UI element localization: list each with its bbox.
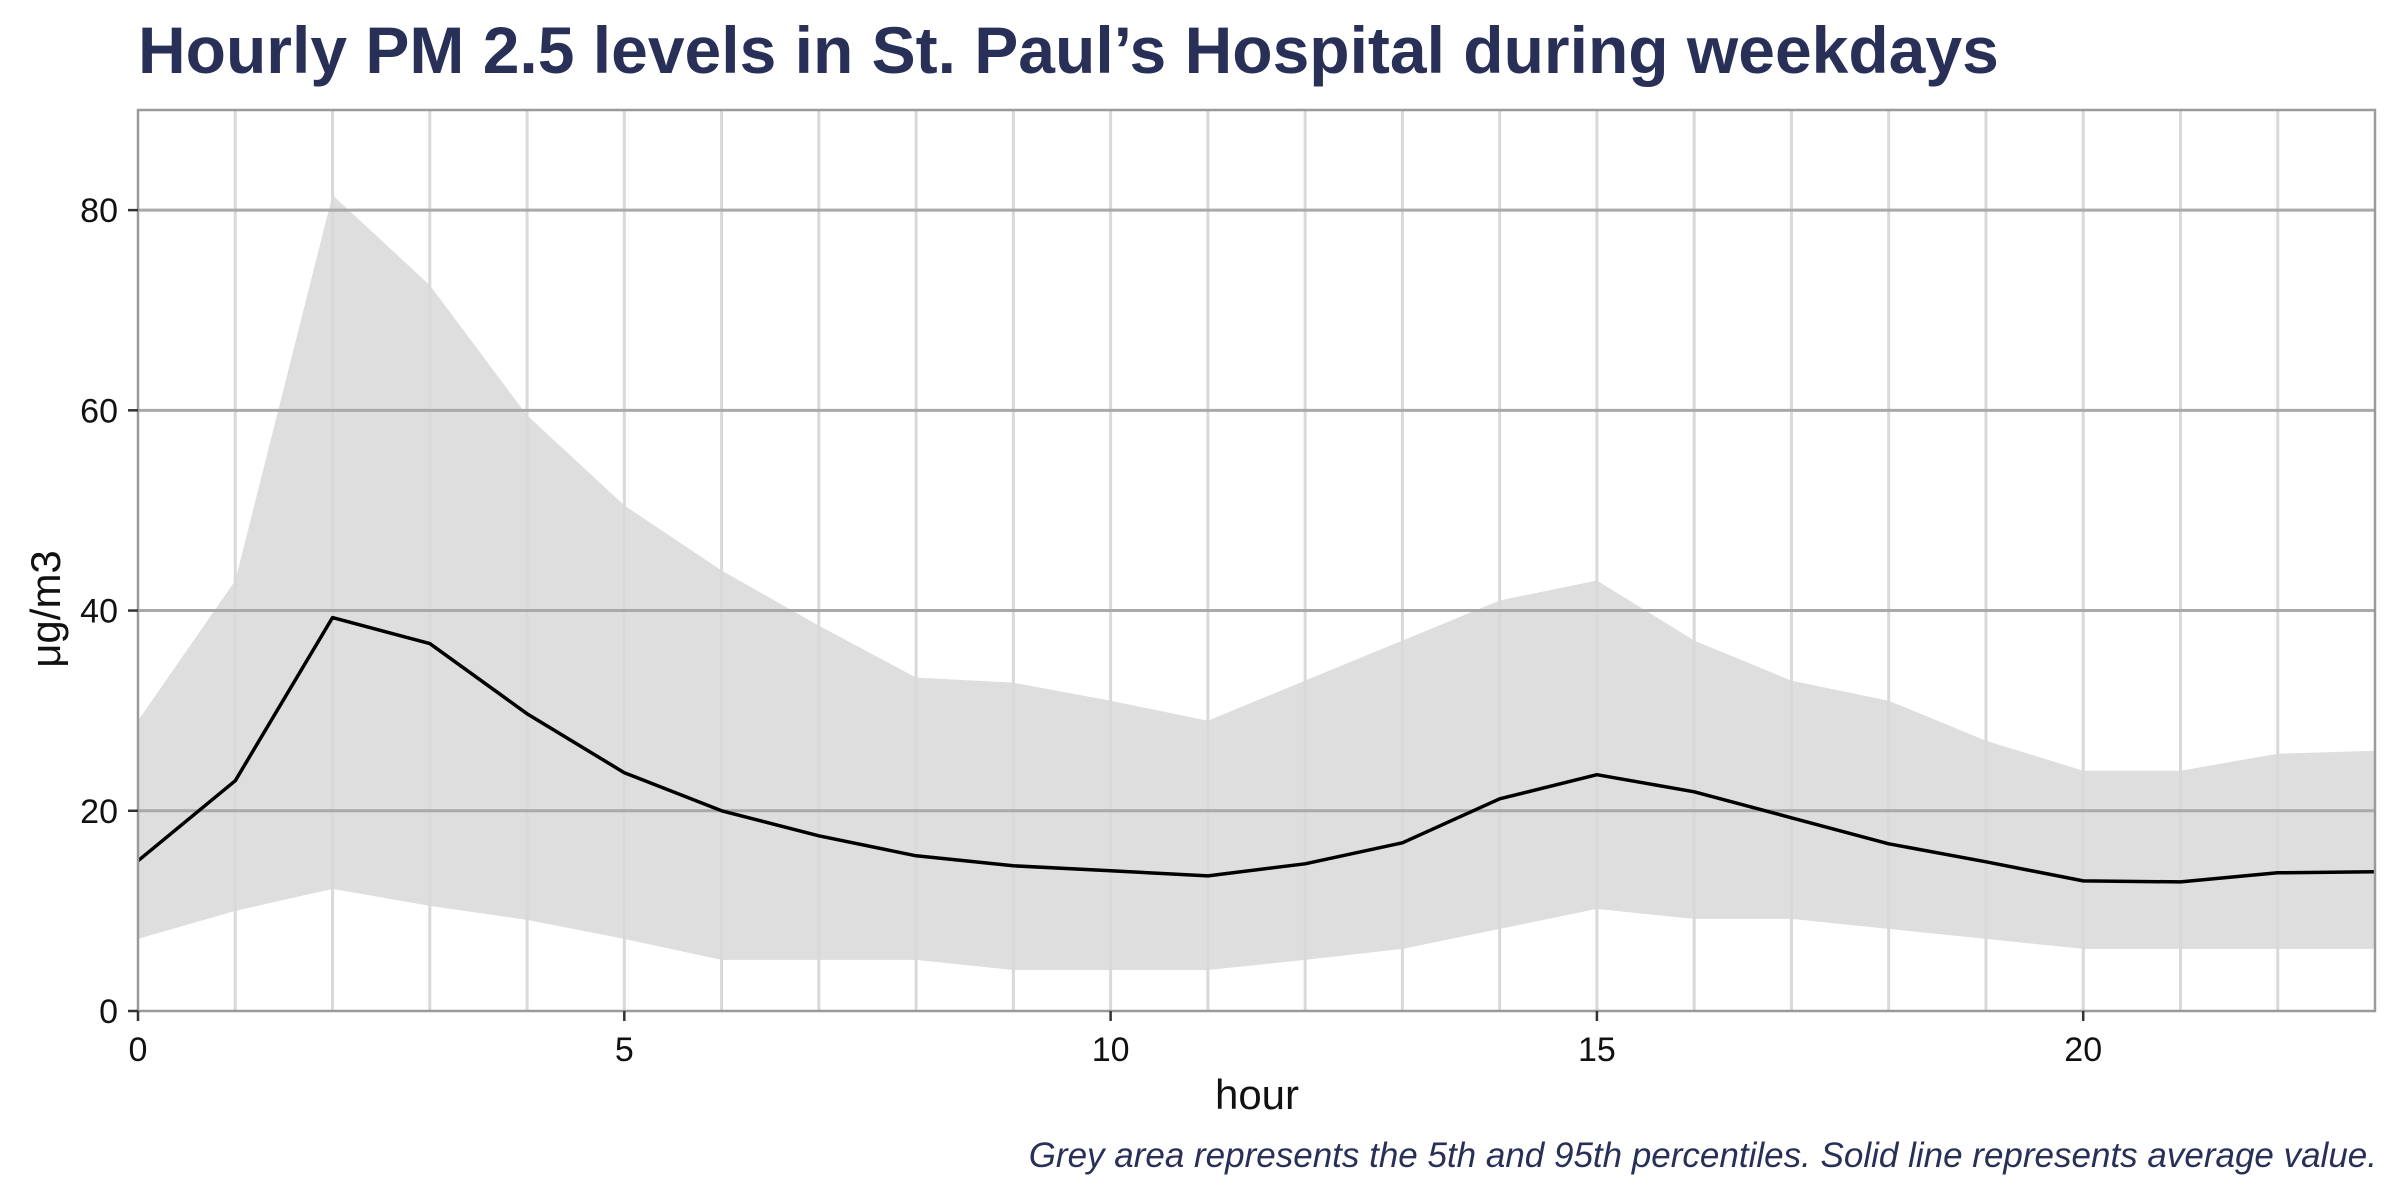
percentile-band-layer [138, 195, 2375, 971]
plot-frame [136, 108, 2377, 1013]
x-tick-label: 10 [1092, 1031, 1130, 1069]
chart-caption: Grey area represents the 5th and 95th pe… [1028, 1136, 2377, 1175]
x-axis-ticks: 0 5 10 15 20 [129, 1011, 2102, 1069]
average-line-layer [136, 615, 2376, 884]
y-tick-label: 60 [80, 392, 118, 430]
average-line [136, 615, 2376, 884]
x-tick-label: 15 [1578, 1031, 1616, 1069]
x-tick-label: 5 [615, 1031, 634, 1069]
y-tick-label: 40 [80, 593, 118, 631]
y-tick-label: 0 [99, 993, 118, 1031]
percentile-band-area [138, 195, 2375, 971]
y-axis-ticks: 0 20 40 60 80 [80, 192, 138, 1031]
x-tick-label: 20 [2064, 1031, 2102, 1069]
y-tick-label: 20 [80, 793, 118, 831]
y-axis-title: μg/m3 [22, 550, 69, 668]
x-axis-title: hour [1215, 1071, 1299, 1118]
x-tick-label: 0 [129, 1031, 148, 1069]
y-tick-label: 80 [80, 192, 118, 230]
plot-frame-layer [136, 108, 2377, 1013]
grid-layer [138, 110, 2375, 1011]
chart-title: Hourly PM 2.5 levels in St. Paul’s Hospi… [138, 13, 1999, 87]
